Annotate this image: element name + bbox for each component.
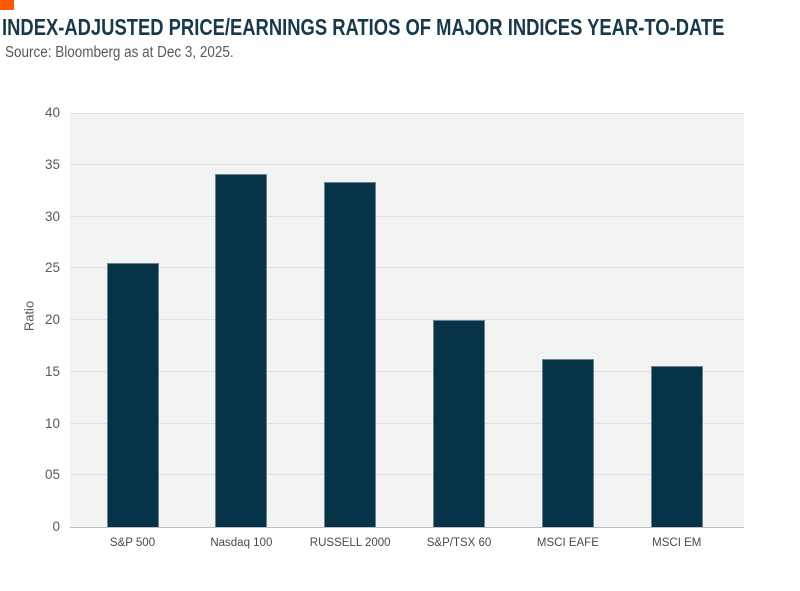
gridline: [70, 267, 744, 269]
x-tick-label: MSCI EM: [652, 537, 702, 549]
y-tick-label: 10: [44, 415, 60, 431]
gridline: [70, 474, 744, 476]
x-tick-label: RUSSELL 2000: [309, 537, 391, 549]
gridline: [70, 163, 744, 165]
bar-russell-2000: [324, 182, 377, 527]
bar-msci-em: [650, 365, 703, 527]
bar-msci-eafe: [541, 359, 594, 527]
x-tick-label: S&P/TSX 60: [426, 537, 492, 549]
gridline: [70, 370, 744, 372]
chart-title: INDEX-ADJUSTED PRICE/EARNINGS RATIOS OF …: [2, 14, 725, 40]
y-tick-label: 35: [44, 156, 60, 172]
y-tick-label: 30: [44, 208, 60, 224]
plot-area: [70, 113, 744, 528]
x-tick-label: Nasdaq 100: [210, 537, 273, 549]
y-tick-label: 0: [52, 519, 60, 534]
y-tick-label: 05: [44, 467, 60, 483]
y-tick-label: 15: [44, 363, 60, 379]
gridline: [70, 215, 744, 217]
y-tick-label: 40: [44, 105, 60, 120]
bar-s-p-500: [106, 263, 159, 527]
brand-accent-block: [0, 0, 14, 10]
chart-source-note: Source: Bloomberg as at Dec 3, 2025.: [5, 44, 234, 61]
y-tick-label: 20: [44, 312, 60, 327]
y-axis-ticks: 0 05 10 15 20 25 30 35 40: [0, 105, 65, 534]
x-axis-labels: S&P 500 Nasdaq 100 RUSSELL 2000 S&P/TSX 60 M…: [70, 527, 744, 561]
y-tick-label: 25: [44, 260, 60, 276]
gridline: [70, 319, 744, 320]
bar-s-p-tsx-60: [433, 320, 486, 527]
x-tick-label: MSCI EAFE: [536, 537, 599, 549]
x-tick-label: S&P 500: [109, 537, 156, 549]
bar-nasdaq-100: [215, 174, 268, 527]
gridline: [70, 113, 744, 114]
gridline: [70, 422, 744, 424]
